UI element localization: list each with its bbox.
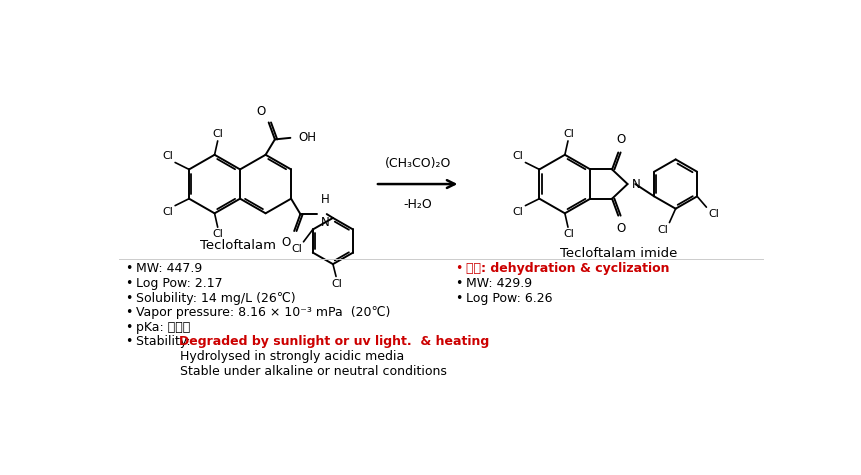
- Text: •: •: [125, 277, 132, 290]
- Text: O: O: [257, 105, 265, 118]
- Text: •: •: [125, 306, 132, 319]
- Text: (CH₃CO)₂O: (CH₃CO)₂O: [385, 157, 451, 170]
- Text: Cl: Cl: [512, 207, 523, 217]
- Text: N: N: [632, 178, 641, 190]
- Text: OH: OH: [298, 132, 316, 144]
- Text: Cl: Cl: [213, 129, 224, 139]
- Text: MW: 429.9: MW: 429.9: [466, 277, 532, 290]
- Text: •: •: [125, 321, 132, 334]
- Text: Cl: Cl: [563, 129, 574, 139]
- Text: 형태: dehydration & cyclization: 형태: dehydration & cyclization: [466, 262, 669, 275]
- Text: N: N: [320, 216, 329, 228]
- Text: H: H: [320, 193, 329, 206]
- Text: Stable under alkaline or neutral conditions: Stable under alkaline or neutral conditi…: [181, 365, 448, 378]
- Text: O: O: [281, 236, 290, 248]
- Text: •: •: [125, 262, 132, 275]
- Text: Hydrolysed in strongly acidic media: Hydrolysed in strongly acidic media: [181, 350, 405, 363]
- Text: pKa: 약산성: pKa: 약산성: [135, 321, 189, 334]
- Text: Cl: Cl: [708, 209, 719, 219]
- Text: Log Pow: 6.26: Log Pow: 6.26: [466, 292, 552, 304]
- Text: Stability:: Stability:: [135, 335, 194, 348]
- Text: •: •: [455, 292, 462, 304]
- Text: •: •: [125, 292, 132, 304]
- Text: Cl: Cl: [331, 279, 342, 289]
- Text: -H₂O: -H₂O: [403, 198, 432, 211]
- Text: Vapor pressure: 8.16 × 10⁻³ mPa  (20℃): Vapor pressure: 8.16 × 10⁻³ mPa (20℃): [135, 306, 390, 319]
- Text: Cl: Cl: [162, 207, 173, 217]
- Text: Cl: Cl: [291, 244, 302, 254]
- Text: O: O: [616, 222, 625, 235]
- Text: Degraded by sunlight or uv light.  & heating: Degraded by sunlight or uv light. & heat…: [179, 335, 489, 348]
- Text: Cl: Cl: [512, 152, 523, 162]
- Text: •: •: [125, 335, 132, 348]
- Text: Cl: Cl: [563, 229, 574, 239]
- Text: O: O: [616, 133, 625, 146]
- Text: MW: 447.9: MW: 447.9: [135, 262, 201, 275]
- Text: •: •: [455, 262, 462, 275]
- Text: Cl: Cl: [658, 225, 668, 235]
- Text: Cl: Cl: [162, 152, 173, 162]
- Text: Cl: Cl: [213, 229, 224, 239]
- Text: Tecloftalam imide: Tecloftalam imide: [561, 247, 678, 260]
- Text: Log Pow: 2.17: Log Pow: 2.17: [135, 277, 222, 290]
- Text: Solubility: 14 mg/L (26℃): Solubility: 14 mg/L (26℃): [135, 292, 295, 304]
- Text: •: •: [455, 277, 462, 290]
- Text: Tecloftalam: Tecloftalam: [200, 239, 276, 252]
